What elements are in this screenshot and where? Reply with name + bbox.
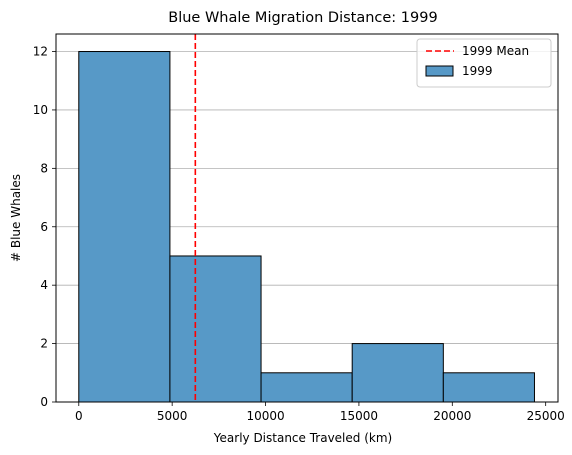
x-tick-label: 15000 [340,409,378,423]
histogram-bar [351,343,444,403]
histogram-bar [169,255,262,403]
legend-histogram-label: 1999 [462,64,493,78]
x-tick-label: 25000 [527,409,565,423]
x-tick-label: 0 [75,409,83,423]
legend-mean-label: 1999 Mean [462,44,529,58]
x-axis-label: Yearly Distance Traveled (km) [213,431,392,445]
y-tick-label: 6 [40,220,48,234]
y-tick-label: 2 [40,337,48,351]
y-tick-label: 12 [33,45,48,59]
y-tick-label: 0 [40,395,48,409]
x-axis-ticks: 0 5000 10000 15000 20000 25000 [75,402,565,423]
y-axis-label: # Blue Whales [9,174,23,262]
x-tick-label: 20000 [433,409,471,423]
y-axis-ticks: 0 2 4 6 8 10 12 [33,45,56,409]
chart-title: Blue Whale Migration Distance: 1999 [168,10,437,26]
histogram-bar [78,51,171,403]
y-tick-label: 4 [40,278,48,292]
histogram-bar [442,372,535,403]
y-tick-label: 8 [40,161,48,175]
y-tick-label: 10 [33,103,48,117]
plot-frame [55,33,559,403]
legend: 1999 Mean 1999 [416,38,552,88]
x-tick-label: 5000 [157,409,188,423]
histogram-bar [260,372,353,403]
x-tick-label: 10000 [246,409,284,423]
legend-histogram-swatch [425,65,454,77]
